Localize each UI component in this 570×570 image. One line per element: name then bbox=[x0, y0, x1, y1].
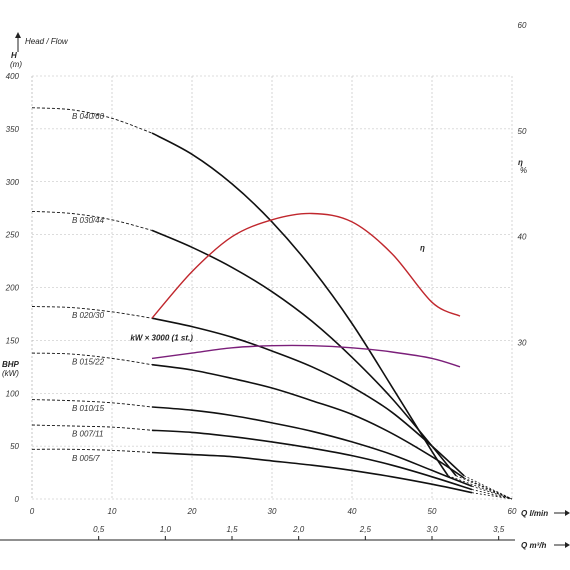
series-tail-b-015-22 bbox=[463, 477, 513, 500]
x-axis-secondary-arrow bbox=[554, 542, 570, 548]
y-axis-label: H bbox=[11, 51, 17, 60]
series-dashed-b-007-11 bbox=[31, 424, 153, 431]
x-tick-label: 50 bbox=[428, 507, 437, 516]
right-tick-label: 50 bbox=[518, 127, 527, 136]
series-label-b-005-7: B 005/7 bbox=[72, 454, 100, 463]
bhp-label: BHP bbox=[2, 360, 20, 369]
series-line-b-005-7 bbox=[151, 451, 473, 494]
x-tick-label: 0 bbox=[30, 507, 35, 516]
series-line-kw-3000-1-st bbox=[151, 344, 461, 368]
y-axis-ticks: 0 50 100 150 200 250 300 350 400 bbox=[5, 72, 20, 504]
eta-axis-label: η bbox=[518, 158, 523, 167]
x-tick-label: 30 bbox=[268, 507, 277, 516]
y-tick-label: 250 bbox=[5, 231, 20, 240]
series-dashed-b-030-44 bbox=[31, 210, 153, 231]
grid bbox=[31, 75, 513, 500]
y-tick-label: 400 bbox=[6, 72, 20, 81]
x2-tick-label: 3,0 bbox=[426, 525, 438, 534]
series-label-b-040-60: B 040/60 bbox=[72, 112, 105, 121]
series-dashed-b-020-30 bbox=[31, 306, 153, 319]
x-tick-label: 20 bbox=[187, 507, 197, 516]
y-tick-label: 200 bbox=[5, 284, 20, 293]
y-tick-label: 150 bbox=[6, 336, 20, 345]
x-tick-label: 40 bbox=[348, 507, 357, 516]
y-tick-label: 350 bbox=[6, 125, 20, 134]
series-label-kw-3000-1-st: kW × 3000 (1 st.) bbox=[130, 333, 193, 342]
series-line-b-030-44 bbox=[151, 229, 457, 477]
series-label-b-015-22: B 015/22 bbox=[72, 358, 105, 367]
right-axis-ticks: 30 40 50 60 bbox=[518, 21, 527, 347]
series-label-b-030-44: B 030/44 bbox=[72, 216, 105, 225]
series-label-b-020-30: B 020/30 bbox=[72, 311, 105, 320]
eta-axis-unit: % bbox=[520, 166, 527, 175]
series-tail-b-020-30 bbox=[463, 475, 513, 500]
right-tick-label: 60 bbox=[518, 21, 527, 30]
x2-tick-label: 3,5 bbox=[493, 525, 505, 534]
x2-tick-label: 0,5 bbox=[93, 525, 105, 534]
series-tail-b-010-15 bbox=[471, 485, 513, 500]
right-tick-label: 40 bbox=[518, 233, 527, 242]
y-tick-label: 300 bbox=[6, 178, 20, 187]
x-axis-ticks: 0 10 20 30 40 50 60 bbox=[30, 507, 517, 516]
y-tick-label: 0 bbox=[15, 495, 20, 504]
series-labels: B 040/60 B 030/44 B 020/30 B 015/22 B 010/15… bbox=[72, 112, 425, 463]
x2-tick-label: 2,0 bbox=[292, 525, 305, 534]
x-tick-label: 10 bbox=[108, 507, 117, 516]
x2-tick-label: 1,5 bbox=[226, 525, 238, 534]
x2-tick-label: 1,0 bbox=[160, 525, 172, 534]
series-dashed-b-015-22 bbox=[31, 352, 153, 366]
x-axis-arrow bbox=[554, 510, 570, 516]
x-axis-label: Q l/min bbox=[521, 509, 548, 518]
series-group bbox=[31, 107, 513, 500]
right-tick-label: 30 bbox=[518, 338, 527, 347]
series-label-b-007-11: B 007/11 bbox=[72, 429, 103, 438]
bhp-unit: (kW) bbox=[2, 369, 19, 378]
series-line-b-020-30 bbox=[151, 317, 465, 477]
series-dashed-b-005-7 bbox=[31, 448, 153, 453]
x-tick-label: 60 bbox=[508, 507, 517, 516]
x-axis-secondary-ticks: 0,5 1,0 1,5 2,0 2,5 3,0 3,5 bbox=[93, 525, 505, 540]
y-axis-arrow bbox=[15, 32, 21, 52]
series-line-b-007-11 bbox=[151, 429, 473, 491]
chart-title: Head / Flow bbox=[25, 37, 69, 46]
series-tail-b-005-7 bbox=[471, 492, 513, 500]
x2-tick-label: 2,5 bbox=[359, 525, 372, 534]
series-tail-b-040-60 bbox=[447, 475, 513, 500]
series-dashed-b-010-15 bbox=[31, 399, 153, 408]
series-line-b-015-22 bbox=[151, 363, 465, 479]
y-tick-label: 50 bbox=[10, 442, 19, 451]
series-line-b-010-15 bbox=[151, 406, 473, 488]
y-tick-label: 100 bbox=[6, 389, 20, 398]
x-axis-secondary-label: Q m³/h bbox=[521, 541, 546, 550]
series-label-series-7: η bbox=[420, 243, 425, 252]
y-axis-unit: (m) bbox=[10, 60, 22, 69]
series-line-b-040-60 bbox=[151, 132, 449, 477]
series-line-series-7 bbox=[151, 212, 461, 319]
series-tail-b-007-11 bbox=[471, 489, 513, 500]
series-dashed-b-040-60 bbox=[31, 107, 153, 134]
series-label-b-010-15: B 010/15 bbox=[72, 404, 105, 413]
